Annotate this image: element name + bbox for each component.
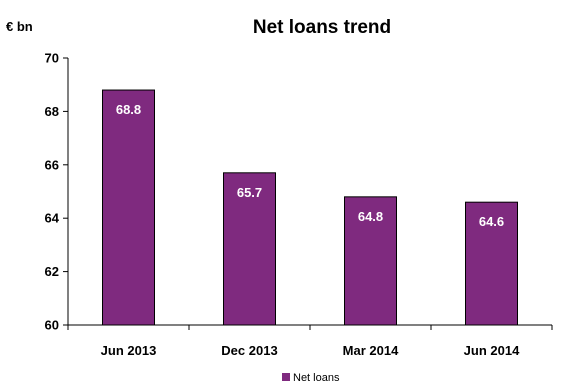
data-label: 64.8	[358, 209, 383, 224]
y-tick-label: 70	[45, 51, 59, 66]
y-axis-ticks: 60 62 64 66 68 70	[45, 51, 68, 333]
data-label: 68.8	[116, 102, 141, 117]
bar	[344, 196, 397, 326]
legend: Net loans	[282, 372, 340, 384]
x-tick-label: Mar 2014	[343, 343, 399, 358]
x-tick-label: Dec 2013	[221, 343, 277, 358]
legend-swatch	[282, 373, 290, 381]
legend-label: Net loans	[293, 372, 340, 383]
y-tick-label: 68	[45, 104, 59, 119]
bar	[465, 201, 518, 326]
bars-group	[102, 89, 518, 326]
bar	[102, 89, 155, 326]
data-label: 64.6	[479, 214, 504, 229]
data-label: 65.7	[237, 185, 262, 200]
bar	[223, 172, 276, 326]
y-tick-label: 62	[45, 264, 59, 279]
y-tick-label: 66	[45, 157, 59, 172]
data-labels-group: 68.8 65.7 64.8 64.6	[116, 102, 504, 229]
y-tick-label: 60	[45, 318, 59, 333]
x-tick-label: Jun 2014	[464, 343, 520, 358]
x-tick-label: Jun 2013	[101, 343, 157, 358]
unit-label: € bn	[6, 19, 33, 34]
x-axis-ticks: Jun 2013 Dec 2013 Mar 2014 Jun 2014	[67, 325, 553, 358]
chart-title: Net loans trend	[253, 17, 391, 38]
y-tick-label: 64	[45, 211, 60, 226]
